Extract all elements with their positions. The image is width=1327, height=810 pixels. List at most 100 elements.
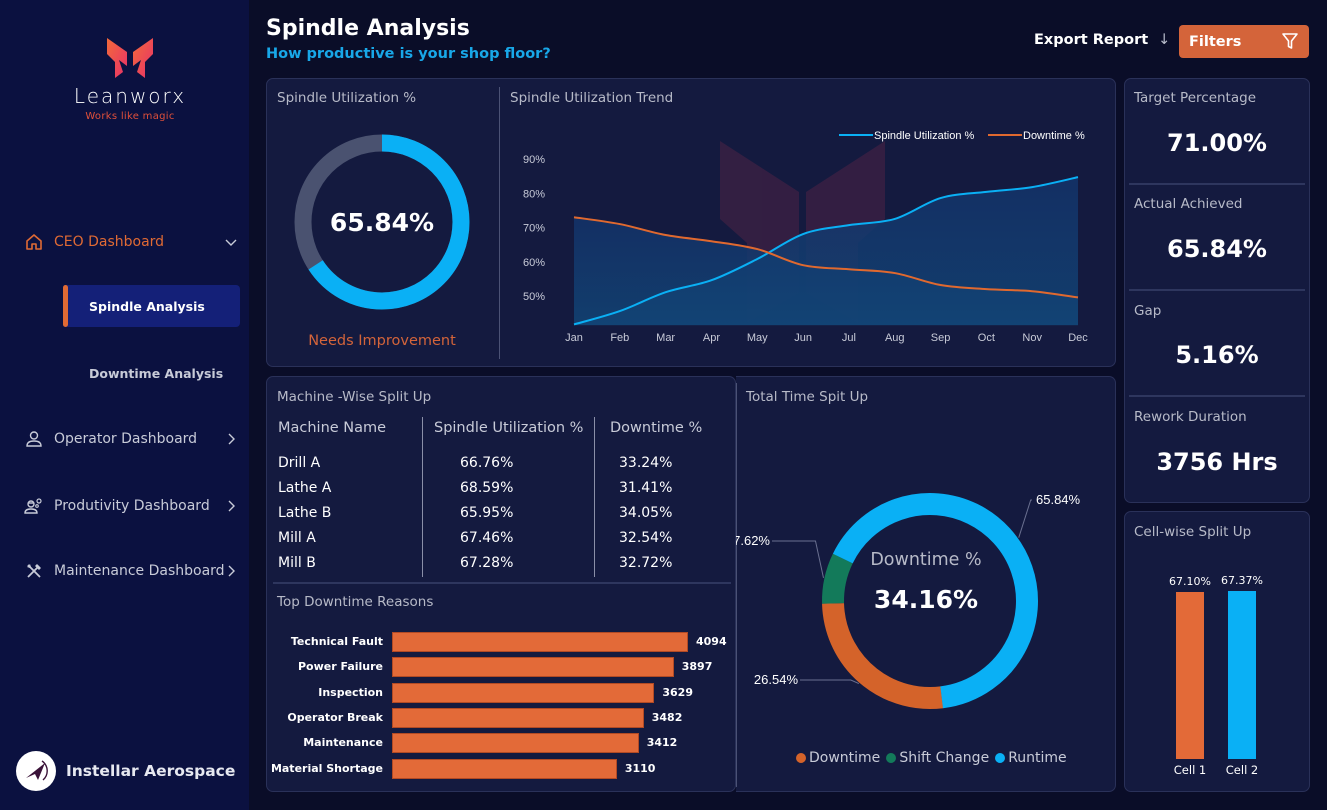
legend-label: Downtime: [809, 750, 881, 766]
kpi-label-rework: Rework Duration: [1134, 409, 1247, 425]
cell-bar: [1228, 591, 1256, 759]
y-tick-label: 60%: [523, 257, 545, 269]
bar-value-label: 3482: [651, 710, 683, 724]
table-row: Mill A 67.46% 32.54%: [267, 530, 727, 552]
page-title: Spindle Analysis: [266, 16, 470, 41]
butterfly-logo-icon: [107, 38, 153, 78]
machine-name-cell: Mill A: [278, 530, 316, 546]
donut-leader-line: [772, 540, 824, 578]
column-divider: [422, 417, 423, 577]
brand-name: Leanworx: [73, 84, 187, 108]
legend-item[interactable]: Downtime: [796, 750, 880, 766]
bar-category-label: Power Failure: [297, 660, 383, 674]
x-tick-label: Jun: [794, 332, 812, 344]
downtime-reason-bar: [392, 733, 639, 754]
export-report-button[interactable]: Export Report ↓: [1034, 32, 1170, 48]
kpi-card: Target Percentage 71.00% Actual Achieved…: [1124, 78, 1310, 503]
bar-value-label: 3110: [624, 761, 656, 775]
chevron-down-icon[interactable]: [224, 235, 238, 249]
sidebar-subitem-spindle-analysis[interactable]: Spindle Analysis: [63, 285, 240, 327]
sidebar-subitem-label: Downtime Analysis: [89, 365, 224, 381]
table-row: Drill A 66.76% 33.24%: [267, 455, 727, 477]
legend-item[interactable]: Runtime: [995, 750, 1067, 766]
bar-value-label: 3897: [681, 660, 713, 674]
paper-plane-icon: [26, 760, 48, 781]
filters-label: Filters: [1189, 33, 1242, 50]
legend-label: Spindle Utilization %: [874, 130, 974, 142]
kpi-value-gap: 5.16%: [1175, 341, 1259, 369]
downtime-reason-bar: [392, 758, 617, 779]
trend-title: Spindle Utilization Trend: [510, 90, 674, 106]
x-tick-label: Jul: [842, 332, 856, 344]
chevron-right-icon[interactable]: [224, 499, 238, 513]
bar-category-label: Maintenance: [303, 736, 383, 750]
bar-value-label: 3629: [662, 685, 693, 699]
downtime-reason-bar: [392, 682, 655, 703]
kpi-value-target: 71.00%: [1167, 129, 1267, 157]
bar-category-label: Operator Break: [287, 710, 383, 724]
utilization-cell: 66.76%: [460, 455, 514, 471]
trend-chart: 50% 60% 70% 80% 90% Jan Feb Mar Apr May Jun Jul Aug S…: [523, 130, 1088, 344]
utilization-cell: 68.59%: [460, 480, 514, 496]
filters-button[interactable]: Filters: [1179, 25, 1309, 58]
legend-dot-icon: [995, 753, 1006, 763]
sidebar-item-maintenance-dashboard[interactable]: Maintenance Dashboard: [24, 560, 244, 582]
chevron-right-icon[interactable]: [224, 432, 238, 446]
legend-label: Shift Change: [899, 750, 990, 766]
worker-gear-icon: [24, 496, 44, 516]
x-tick-label: Dec: [1068, 332, 1088, 344]
kpi-divider: [1129, 289, 1305, 291]
x-tick-label: Oct: [978, 332, 995, 344]
machine-split-card: Machine -Wise Split Up Machine Name Spin…: [266, 376, 736, 792]
donut-leader-line: [1018, 499, 1032, 538]
sidebar-item-productivity-dashboard[interactable]: Produtivity Dashboard: [24, 495, 244, 517]
table-row: Mill B 67.28% 32.72%: [267, 555, 727, 577]
x-tick-label: Jan: [565, 332, 583, 344]
legend-item[interactable]: Shift Change: [886, 750, 989, 766]
kpi-label-actual: Actual Achieved: [1134, 196, 1243, 212]
bar-value-label: 3412: [646, 736, 678, 750]
section-divider: [273, 582, 731, 584]
utilization-cell: 67.46%: [460, 530, 514, 546]
table-row: Lathe B 65.95% 34.05%: [267, 505, 727, 527]
sidebar-item-label: CEO Dashboard: [54, 234, 165, 250]
y-tick-label: 70%: [523, 223, 545, 235]
company-info: Instellar Aerospace: [16, 751, 235, 791]
gauge-value: 65.84%: [329, 208, 435, 237]
sidebar-item-label: Maintenance Dashboard: [54, 563, 225, 579]
donut-legend: Downtime Shift Change Runtime: [796, 748, 1096, 767]
donut-center-value: 34.16%: [873, 585, 979, 614]
sidebar: Leanworx Works like magic CEO Dashboard …: [0, 0, 249, 810]
brand-tagline: Works like magic: [85, 111, 175, 122]
machine-name-cell: Mill B: [278, 555, 316, 571]
legend-dot-icon: [796, 753, 806, 763]
kpi-value-actual: 65.84%: [1167, 235, 1267, 263]
download-arrow-icon: ↓: [1158, 32, 1171, 48]
chevron-right-icon[interactable]: [224, 564, 238, 578]
legend-dot-icon: [886, 753, 897, 763]
cell-bar-value: 67.37%: [1221, 574, 1263, 587]
sidebar-subitem-downtime-analysis[interactable]: Downtime Analysis: [63, 352, 240, 394]
downtime-cell: 34.05%: [619, 505, 673, 521]
x-tick-label: Nov: [1022, 332, 1042, 344]
table-row: Lathe A 68.59% 31.41%: [267, 480, 727, 502]
x-tick-label: Apr: [703, 332, 720, 344]
cell-bar-category: Cell 1: [1173, 763, 1207, 777]
bar-category-label: Material Shortage: [270, 761, 383, 775]
tools-icon: [24, 561, 44, 581]
sidebar-item-operator-dashboard[interactable]: Operator Dashboard: [24, 428, 244, 450]
column-header-machine-name: Machine Name: [278, 420, 387, 436]
card-divider: [499, 87, 500, 359]
column-divider: [594, 417, 595, 577]
total-time-title: Total Time Spit Up: [746, 389, 869, 405]
brand-logo: Leanworx Works like magic: [60, 38, 200, 122]
donut-data-label: 7.62%: [736, 533, 770, 548]
y-tick-label: 90%: [523, 154, 545, 166]
gauge-status: Needs Improvement: [308, 333, 456, 349]
kpi-label-target: Target Percentage: [1134, 90, 1257, 106]
sidebar-item-ceo-dashboard[interactable]: CEO Dashboard: [24, 231, 244, 253]
cell-bar-value: 67.10%: [1169, 574, 1211, 588]
y-tick-label: 80%: [523, 188, 545, 200]
gauge-value-arc: [294, 134, 470, 310]
x-tick-label: Sep: [931, 332, 951, 344]
